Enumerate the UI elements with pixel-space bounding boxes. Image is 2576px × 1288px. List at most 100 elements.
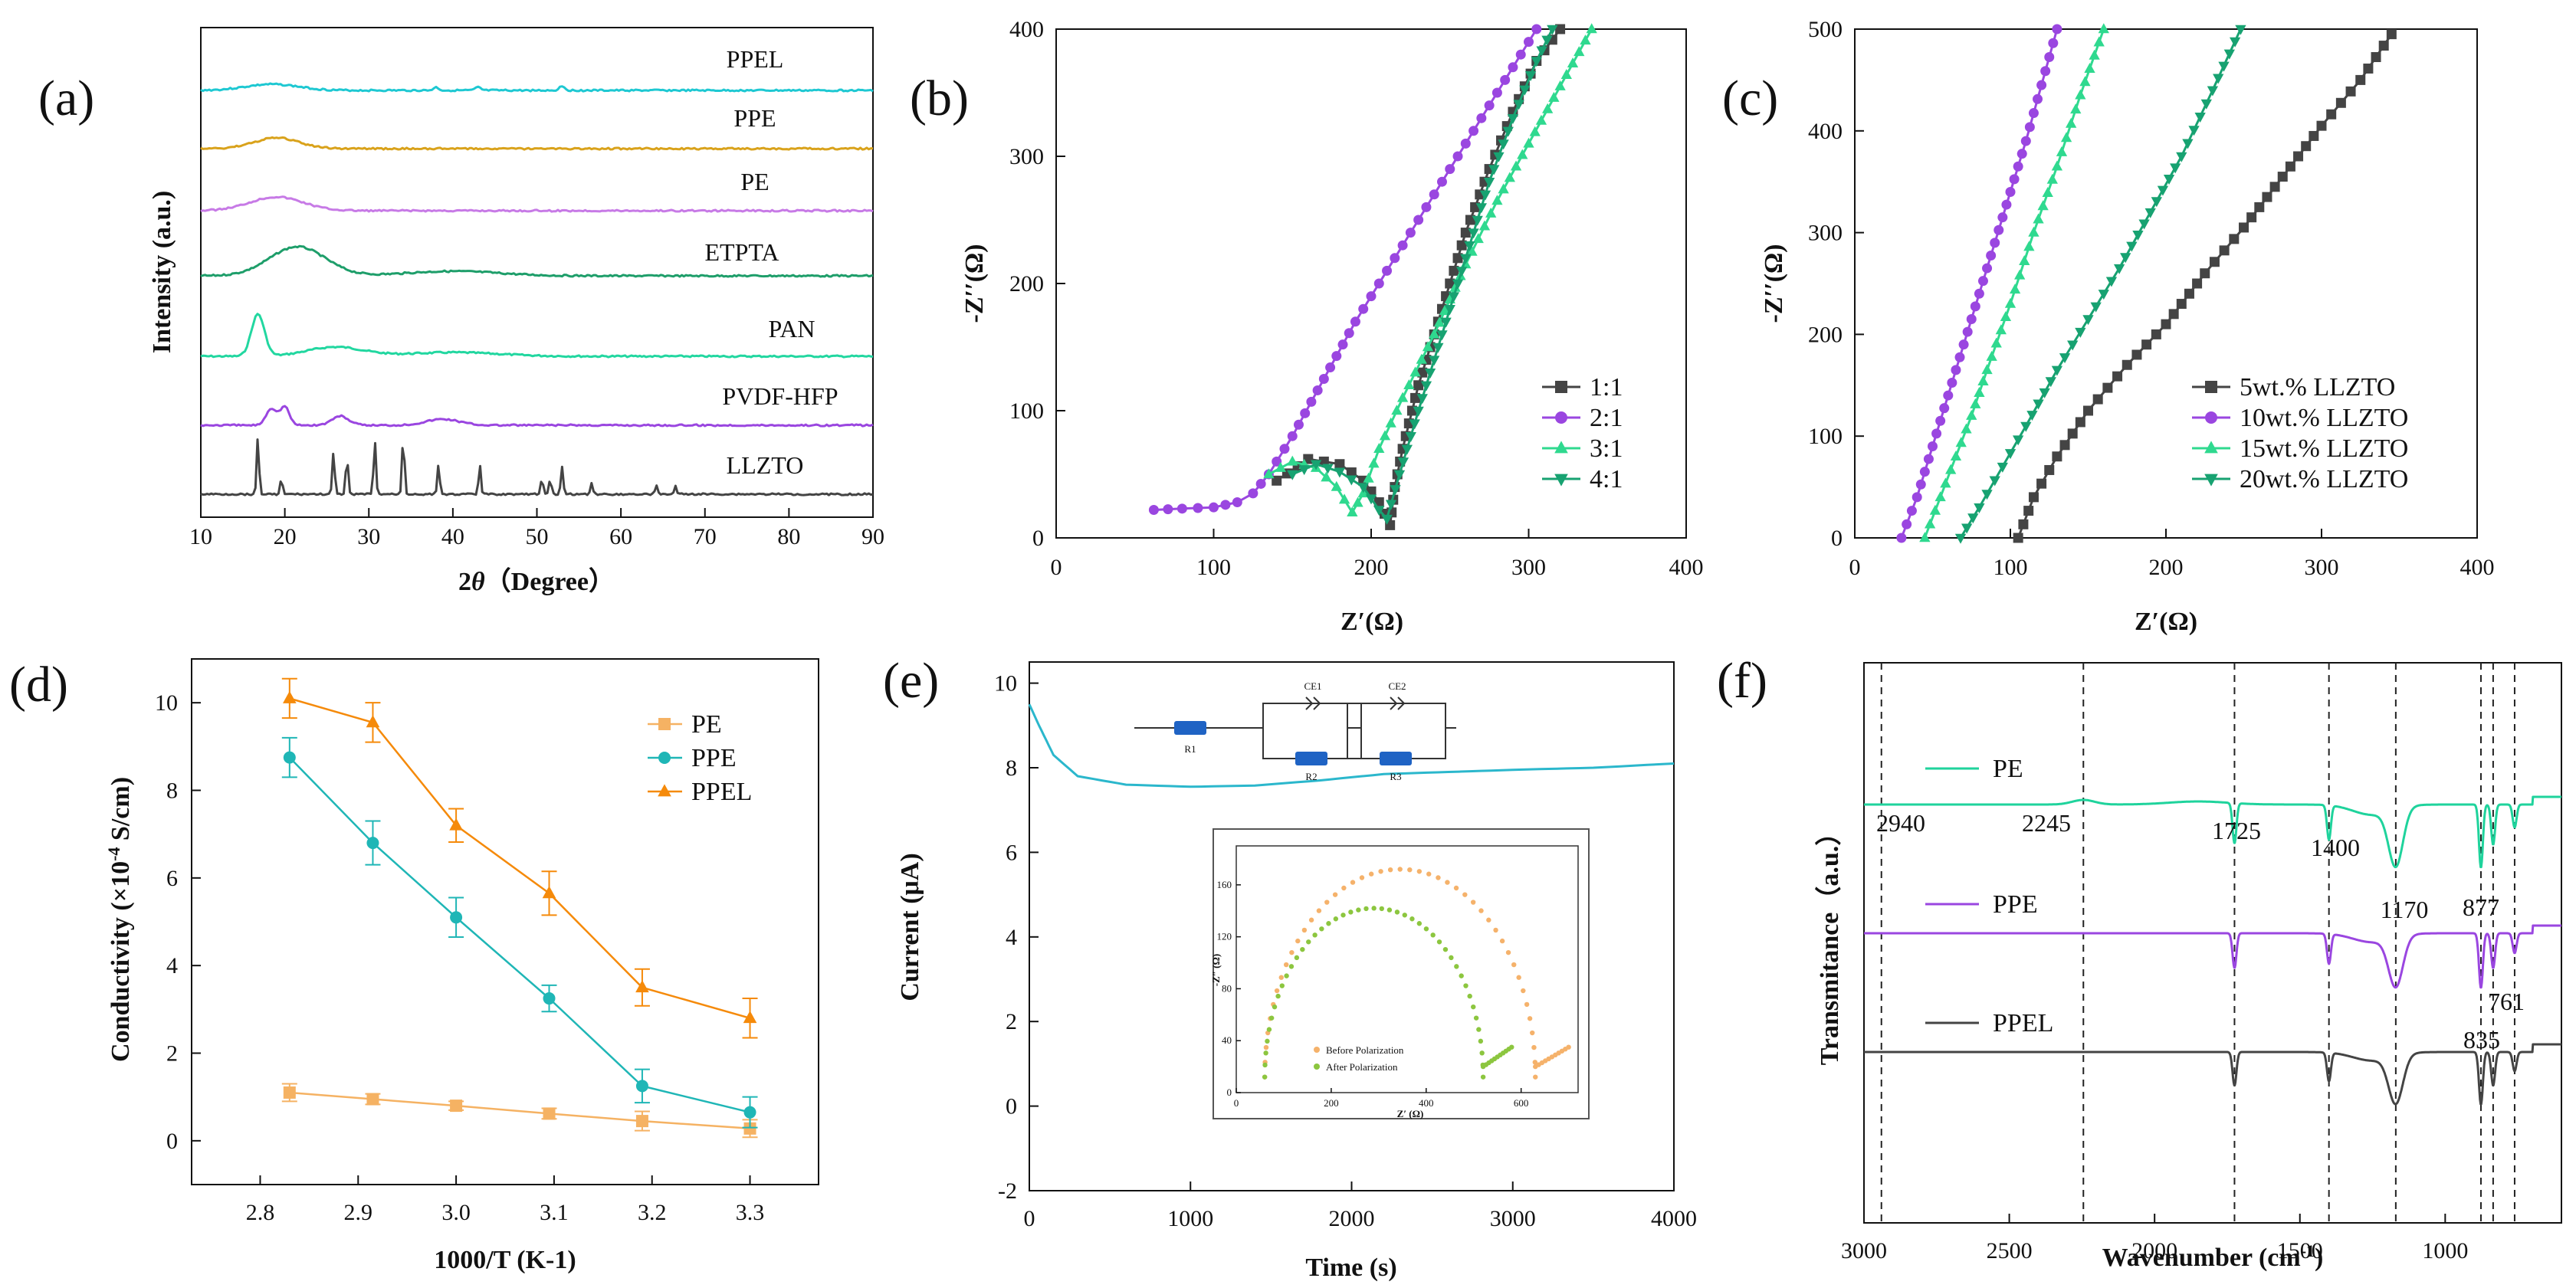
legend-entry: PPEL xyxy=(1993,1009,2053,1037)
series-point-1 xyxy=(1397,240,1408,251)
x-tick-label: 1000 xyxy=(2422,1238,2468,1263)
inset-point-0 xyxy=(1301,927,1308,933)
label-r3: R3 xyxy=(1390,771,1401,782)
data-point xyxy=(743,1106,756,1119)
panel-a: (a) 10 20 30 40 50 60 70 80 90 PPEL PPE PE ETPTA PAN… xyxy=(38,27,884,596)
series-point-1 xyxy=(1982,263,1993,274)
series-point-0 xyxy=(2018,519,2029,529)
series-point-1 xyxy=(2013,161,2023,172)
series-point-2 xyxy=(1491,195,1503,205)
inset-point-0 xyxy=(1324,900,1330,905)
series-point-0 xyxy=(2209,257,2220,267)
legend-swatch-marker xyxy=(2205,411,2217,424)
series-point-3 xyxy=(2090,302,2102,313)
series-point-0 xyxy=(2141,339,2152,350)
series-point-2 xyxy=(1573,46,1585,57)
y-tick-label: 100 xyxy=(1009,398,1044,424)
series-point-1 xyxy=(1896,533,1907,543)
series-point-2 xyxy=(1321,471,1332,482)
panel-b-legend: 1:1 2:13:14:1 xyxy=(1542,373,1623,493)
series-point-2 xyxy=(1396,392,1409,402)
inset-point-0 xyxy=(1445,880,1450,885)
panel-f-label: (f) xyxy=(1717,653,1767,709)
series-point-2 xyxy=(1275,461,1286,472)
series-point-3 xyxy=(1488,165,1500,175)
series-point-1 xyxy=(1515,49,1526,60)
inset-point-1 xyxy=(1333,916,1339,922)
panel-f-series xyxy=(1863,795,2562,1106)
series-point-3 xyxy=(2229,37,2241,48)
panel-a-series-label: ETPTA xyxy=(705,238,779,266)
series-point-2 xyxy=(1977,375,1989,386)
series-point-0 xyxy=(2269,182,2280,192)
series-point-2 xyxy=(1548,91,1560,102)
series-point-2 xyxy=(2070,103,2082,114)
data-point xyxy=(635,1080,648,1093)
series-point-2 xyxy=(1287,455,1298,466)
series-point-2 xyxy=(1485,207,1497,218)
series-point-0 xyxy=(2301,141,2312,152)
inset-point-1 xyxy=(1275,993,1281,999)
series-point-2 xyxy=(1385,417,1396,428)
series-point-1 xyxy=(1209,502,1219,513)
series-point-0 xyxy=(2229,234,2240,244)
series-point-2 xyxy=(2084,62,2095,73)
series-point-2 xyxy=(1472,233,1484,244)
series-point-3 xyxy=(1981,490,1993,500)
label-r2: R2 xyxy=(1305,771,1317,782)
series-point-2 xyxy=(1995,324,2007,335)
series-point-0 xyxy=(2052,451,2062,462)
inset-point-0 xyxy=(1505,949,1511,955)
inset-point-1 xyxy=(1294,955,1300,961)
inset-y-tick-label: 80 xyxy=(1222,982,1232,994)
series-point-2 xyxy=(2093,36,2105,47)
y-tick-label: 300 xyxy=(1808,221,1843,246)
panel-a-x-tick-label: 60 xyxy=(609,524,632,549)
series-point-3 xyxy=(1989,476,2000,487)
series-point-1 xyxy=(1997,212,2008,223)
series-point-2 xyxy=(1504,172,1515,182)
inset-point-1 xyxy=(1471,1004,1476,1010)
panel-a-series-ppe xyxy=(200,136,874,151)
series-point-1 xyxy=(1931,428,1942,439)
series-point-3 xyxy=(1429,356,1440,366)
inset-y-tick-label: 160 xyxy=(1217,879,1232,890)
inset-point-0 xyxy=(1283,962,1289,968)
series-point-2 xyxy=(1934,491,1946,502)
series-point-0 xyxy=(2102,382,2113,393)
inset-point-1 xyxy=(1430,932,1436,938)
y-tick-label: 4 xyxy=(1006,925,1017,950)
inset-point-1 xyxy=(1319,926,1324,932)
series-point-0 xyxy=(2309,130,2319,141)
series-point-3 xyxy=(2020,421,2032,432)
series-point-2 xyxy=(1429,328,1440,339)
series-point-3 xyxy=(1468,228,1479,239)
series-point-1 xyxy=(2028,108,2039,119)
inset-point-0 xyxy=(1407,867,1413,873)
series-point-2 xyxy=(1510,160,1522,171)
inset-point-1 xyxy=(1394,909,1400,915)
series-point-1 xyxy=(1531,24,1542,34)
series-point-0 xyxy=(2028,492,2039,503)
inset-point-0 xyxy=(1499,938,1505,944)
series-point-3 xyxy=(2126,241,2138,252)
series-point-3 xyxy=(2200,99,2212,110)
series-point-2 xyxy=(2000,311,2012,322)
cpe-ce2-icon xyxy=(1390,696,1406,710)
series-point-0 xyxy=(2262,192,2272,202)
inset-point-0 xyxy=(1316,908,1322,913)
panel-d-y-axis-title: Conductivity (×10-4 S/cm) xyxy=(104,777,136,1062)
series-point-2 xyxy=(1422,341,1434,352)
inset-series xyxy=(1262,867,1571,1080)
panel-e-label: (e) xyxy=(883,653,939,709)
series-point-2 xyxy=(1940,477,1951,488)
series-point-1 xyxy=(2009,174,2020,185)
series-point-3 xyxy=(1393,470,1406,480)
series-point-1 xyxy=(1445,164,1455,175)
panel-b-x-axis-title: Z′(Ω) xyxy=(1341,608,1403,636)
inset-point-0 xyxy=(1566,1044,1571,1050)
inset-x-tick-label: 0 xyxy=(1234,1097,1239,1109)
series-point-3 xyxy=(1524,70,1537,81)
inset-legend-after: After Polarization xyxy=(1326,1061,1398,1073)
